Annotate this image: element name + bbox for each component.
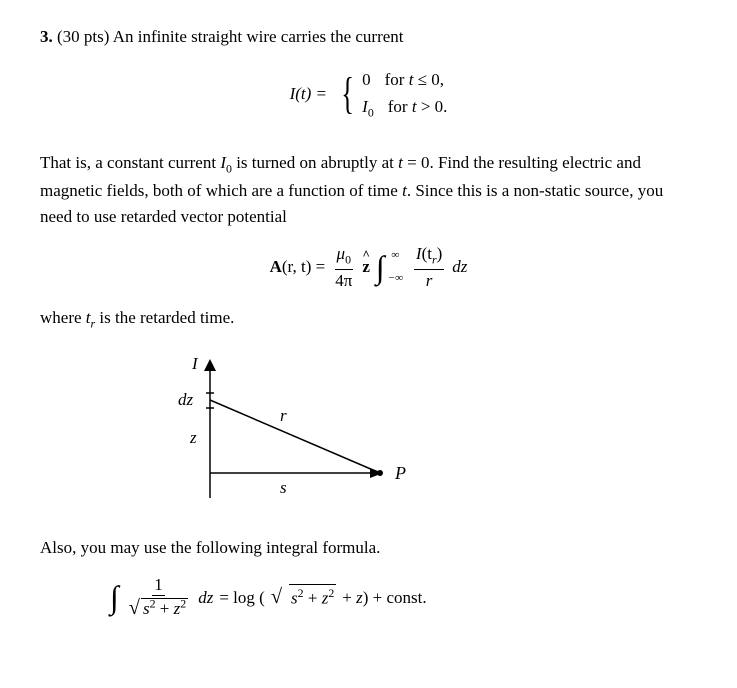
label-I: I [191,354,199,373]
wire-diagram: I dz z r s P [170,353,440,513]
problem-points: (30 pts) [57,27,109,46]
formula-frac: 1 √s2 + z2 [127,576,190,618]
label-s: s [280,478,287,497]
description-paragraph: That is, a constant current I0 is turned… [40,150,697,229]
left-brace: { [341,74,354,114]
integral-limits: ∞ −∞ [388,250,403,284]
case-1: 0 for t ≤ 0, [362,66,447,93]
axis-arrowhead [204,359,216,371]
diagram-container: I dz z r s P [40,353,697,513]
case2-condition: for t > 0. [388,93,448,122]
case2-value: I0 [362,93,374,122]
integral-formula: ∫ 1 √s2 + z2 dz = log ( √ s2 + z2 + z) + … [40,576,697,618]
formula-equals: = log ( [219,585,264,611]
problem-number: 3. [40,27,53,46]
formula-tail: + z) + const. [342,585,426,611]
label-dz: dz [178,390,194,409]
vp-lhs: A(r, t) = [270,254,326,280]
label-r: r [280,406,287,425]
also-text: Also, you may use the following integral… [40,535,697,561]
label-z: z [189,428,197,447]
formula-sqrt: s2 + z2 [289,584,336,611]
formula-integral-sign: ∫ [110,586,119,608]
case1-condition: for t ≤ 0, [385,66,444,93]
problem-header: 3. (30 pts) An infinite straight wire ca… [40,24,697,50]
case-2: I0 for t > 0. [362,93,447,122]
where-text: where tr is the retarded time. [40,305,697,333]
point-p [377,470,383,476]
integral-sign: ∫ [376,256,385,278]
current-lhs: I(t) = [290,81,327,107]
problem-intro: An infinite straight wire carries the cu… [113,27,404,46]
current-equation: I(t) = { 0 for t ≤ 0, I0 for t > 0. [40,66,697,123]
zhat: z [362,254,370,280]
case1-value: 0 [362,66,371,93]
formula-dz: dz [198,585,213,611]
vp-dz: dz [452,254,467,280]
r-line [210,400,380,473]
vp-coeff-frac: μ0 4π [333,245,354,288]
label-P: P [394,463,406,483]
vp-integrand-frac: I(tr) r [414,245,444,288]
vector-potential-equation: A(r, t) = μ0 4π z ∫ ∞ −∞ I(tr) r dz [40,245,697,288]
formula-radical: √ [271,582,282,613]
